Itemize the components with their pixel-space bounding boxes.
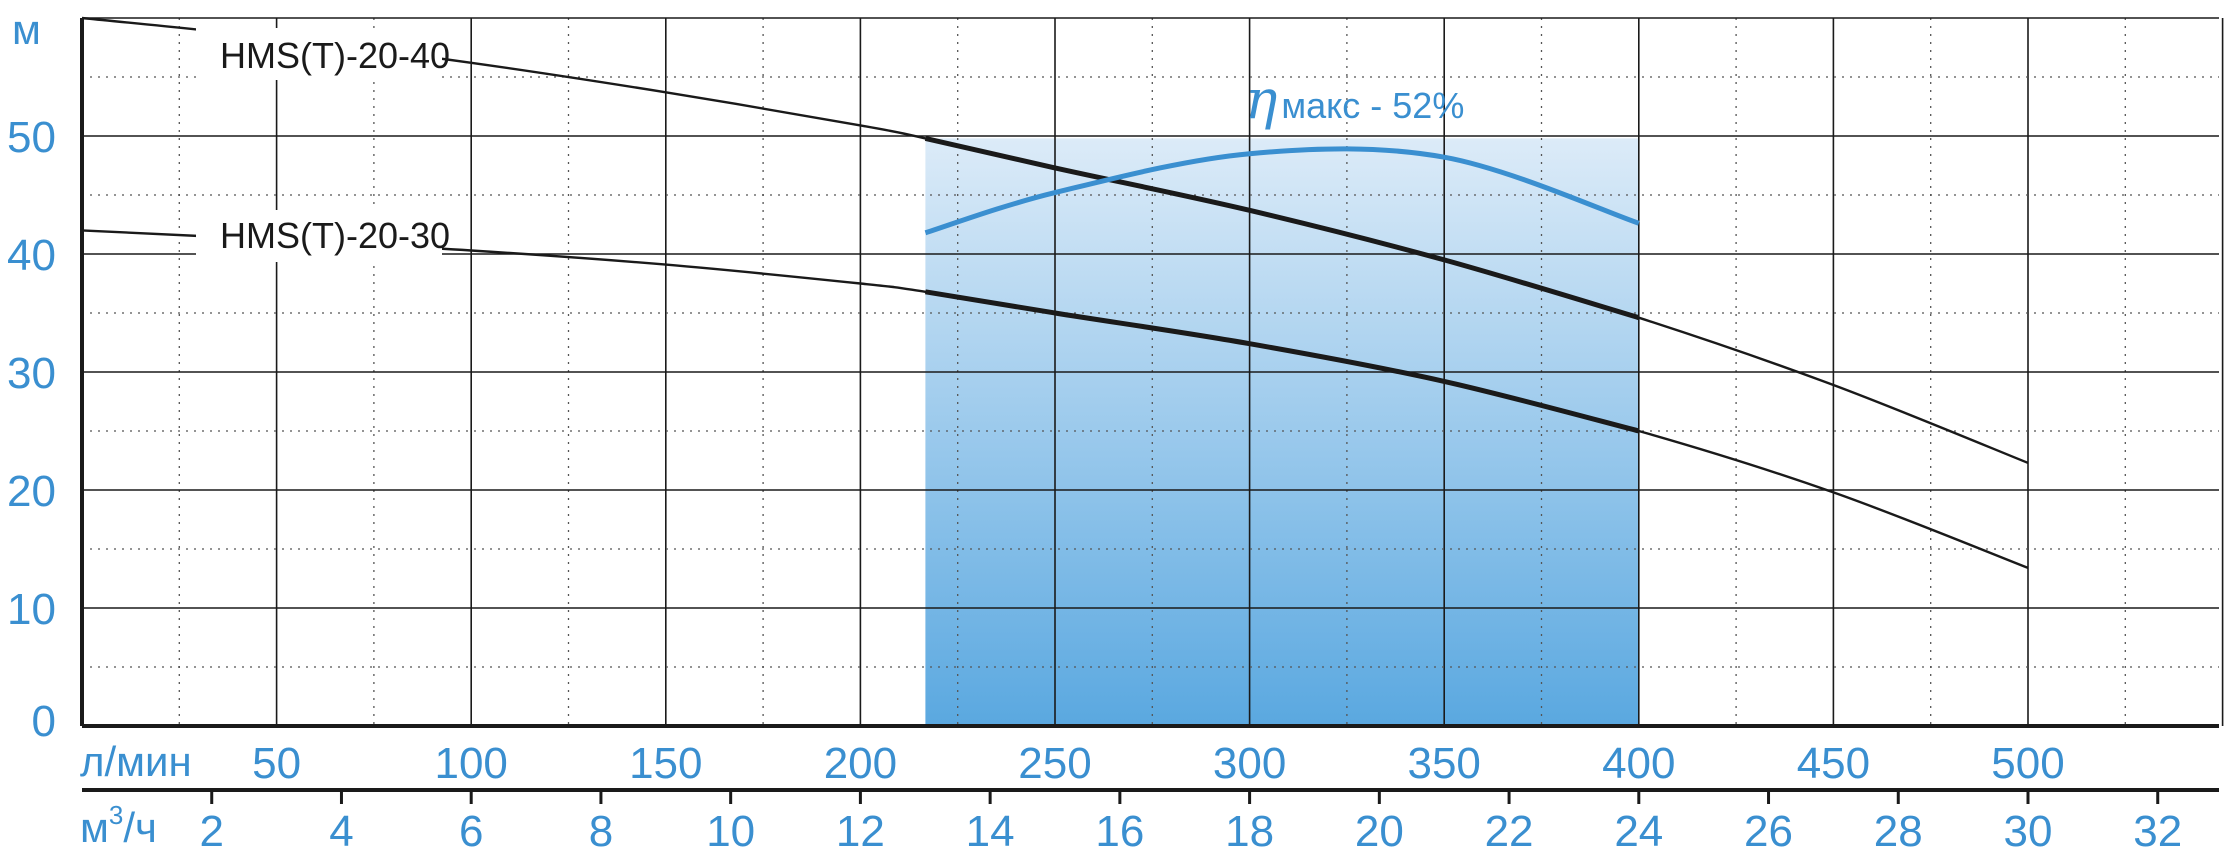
series-labels: HMS(T)-20-40 HMS(T)-20-30 <box>196 28 450 262</box>
series-line-op-2 <box>925 289 1640 434</box>
series-label-bg-2 <box>196 210 442 262</box>
y-tick-label: 0 <box>32 697 56 746</box>
curves <box>81 16 2029 570</box>
series-line-op-1 <box>924 135 1640 321</box>
x2-tick-label: 2 <box>199 807 223 847</box>
x2-tick-label: 4 <box>329 807 353 847</box>
series-label-hms-20-40: HMS(T)-20-40 <box>220 35 450 76</box>
eta-symbol: η <box>1245 68 1277 131</box>
y-axis-unit: м <box>12 6 41 53</box>
x2-unit-tail: /ч <box>123 804 157 847</box>
x2-axis-unit: м3/ч <box>80 800 157 847</box>
x2-unit-base: м <box>80 804 109 847</box>
y-tick-label: 30 <box>7 349 56 398</box>
axes <box>80 18 2219 792</box>
x-tick-label: 300 <box>1213 739 1286 788</box>
tick-labels: 0 10 20 30 40 50 50 100 150 200 250 300 350 400 450 500… <box>7 113 2182 847</box>
x-tick-label: 100 <box>434 739 507 788</box>
x-axis-unit: л/мин <box>80 738 192 785</box>
x-tick-label: 50 <box>252 739 301 788</box>
x2-tick-label: 24 <box>1614 807 1663 847</box>
efficiency-curve <box>924 146 1640 236</box>
x-tick-label: 150 <box>629 739 702 788</box>
x-tick-label: 500 <box>1991 739 2064 788</box>
series-label-bg-1 <box>196 28 442 80</box>
y-tick-label: 10 <box>7 585 56 634</box>
x-tick-label: 400 <box>1602 739 1675 788</box>
x2-tick-label: 18 <box>1225 807 1274 847</box>
x2-tick-label: 8 <box>589 807 613 847</box>
x2-tick-label: 26 <box>1744 807 1793 847</box>
y-tick-label: 20 <box>7 467 56 516</box>
x2-tick-label: 28 <box>1874 807 1923 847</box>
y-tick-label: 50 <box>7 113 56 162</box>
x2-tick-label: 20 <box>1355 807 1404 847</box>
x2-tick-label: 10 <box>706 807 755 847</box>
x2-tick-label: 30 <box>2004 807 2053 847</box>
eta-text: макс - 52% <box>1281 85 1464 126</box>
efficiency-label: η макс - 52% <box>1245 68 1464 131</box>
series-label-hms-20-30: HMS(T)-20-30 <box>220 215 450 256</box>
x2-unit-sup: 3 <box>109 800 123 830</box>
x2-tick-label: 14 <box>966 807 1015 847</box>
operating-range-area <box>925 138 1639 727</box>
x-tick-label: 450 <box>1797 739 1870 788</box>
x2-tick-label: 12 <box>836 807 885 847</box>
x2-tick-label: 6 <box>459 807 483 847</box>
x-tick-label: 250 <box>1018 739 1091 788</box>
y-tick-label: 40 <box>7 231 56 280</box>
x-tick-label: 200 <box>824 739 897 788</box>
x-tick-label: 350 <box>1407 739 1480 788</box>
grid <box>82 17 2224 726</box>
x2-tick-label: 22 <box>1485 807 1534 847</box>
x2-tick-label: 32 <box>2133 807 2182 847</box>
x2-tick-label: 16 <box>1095 807 1144 847</box>
